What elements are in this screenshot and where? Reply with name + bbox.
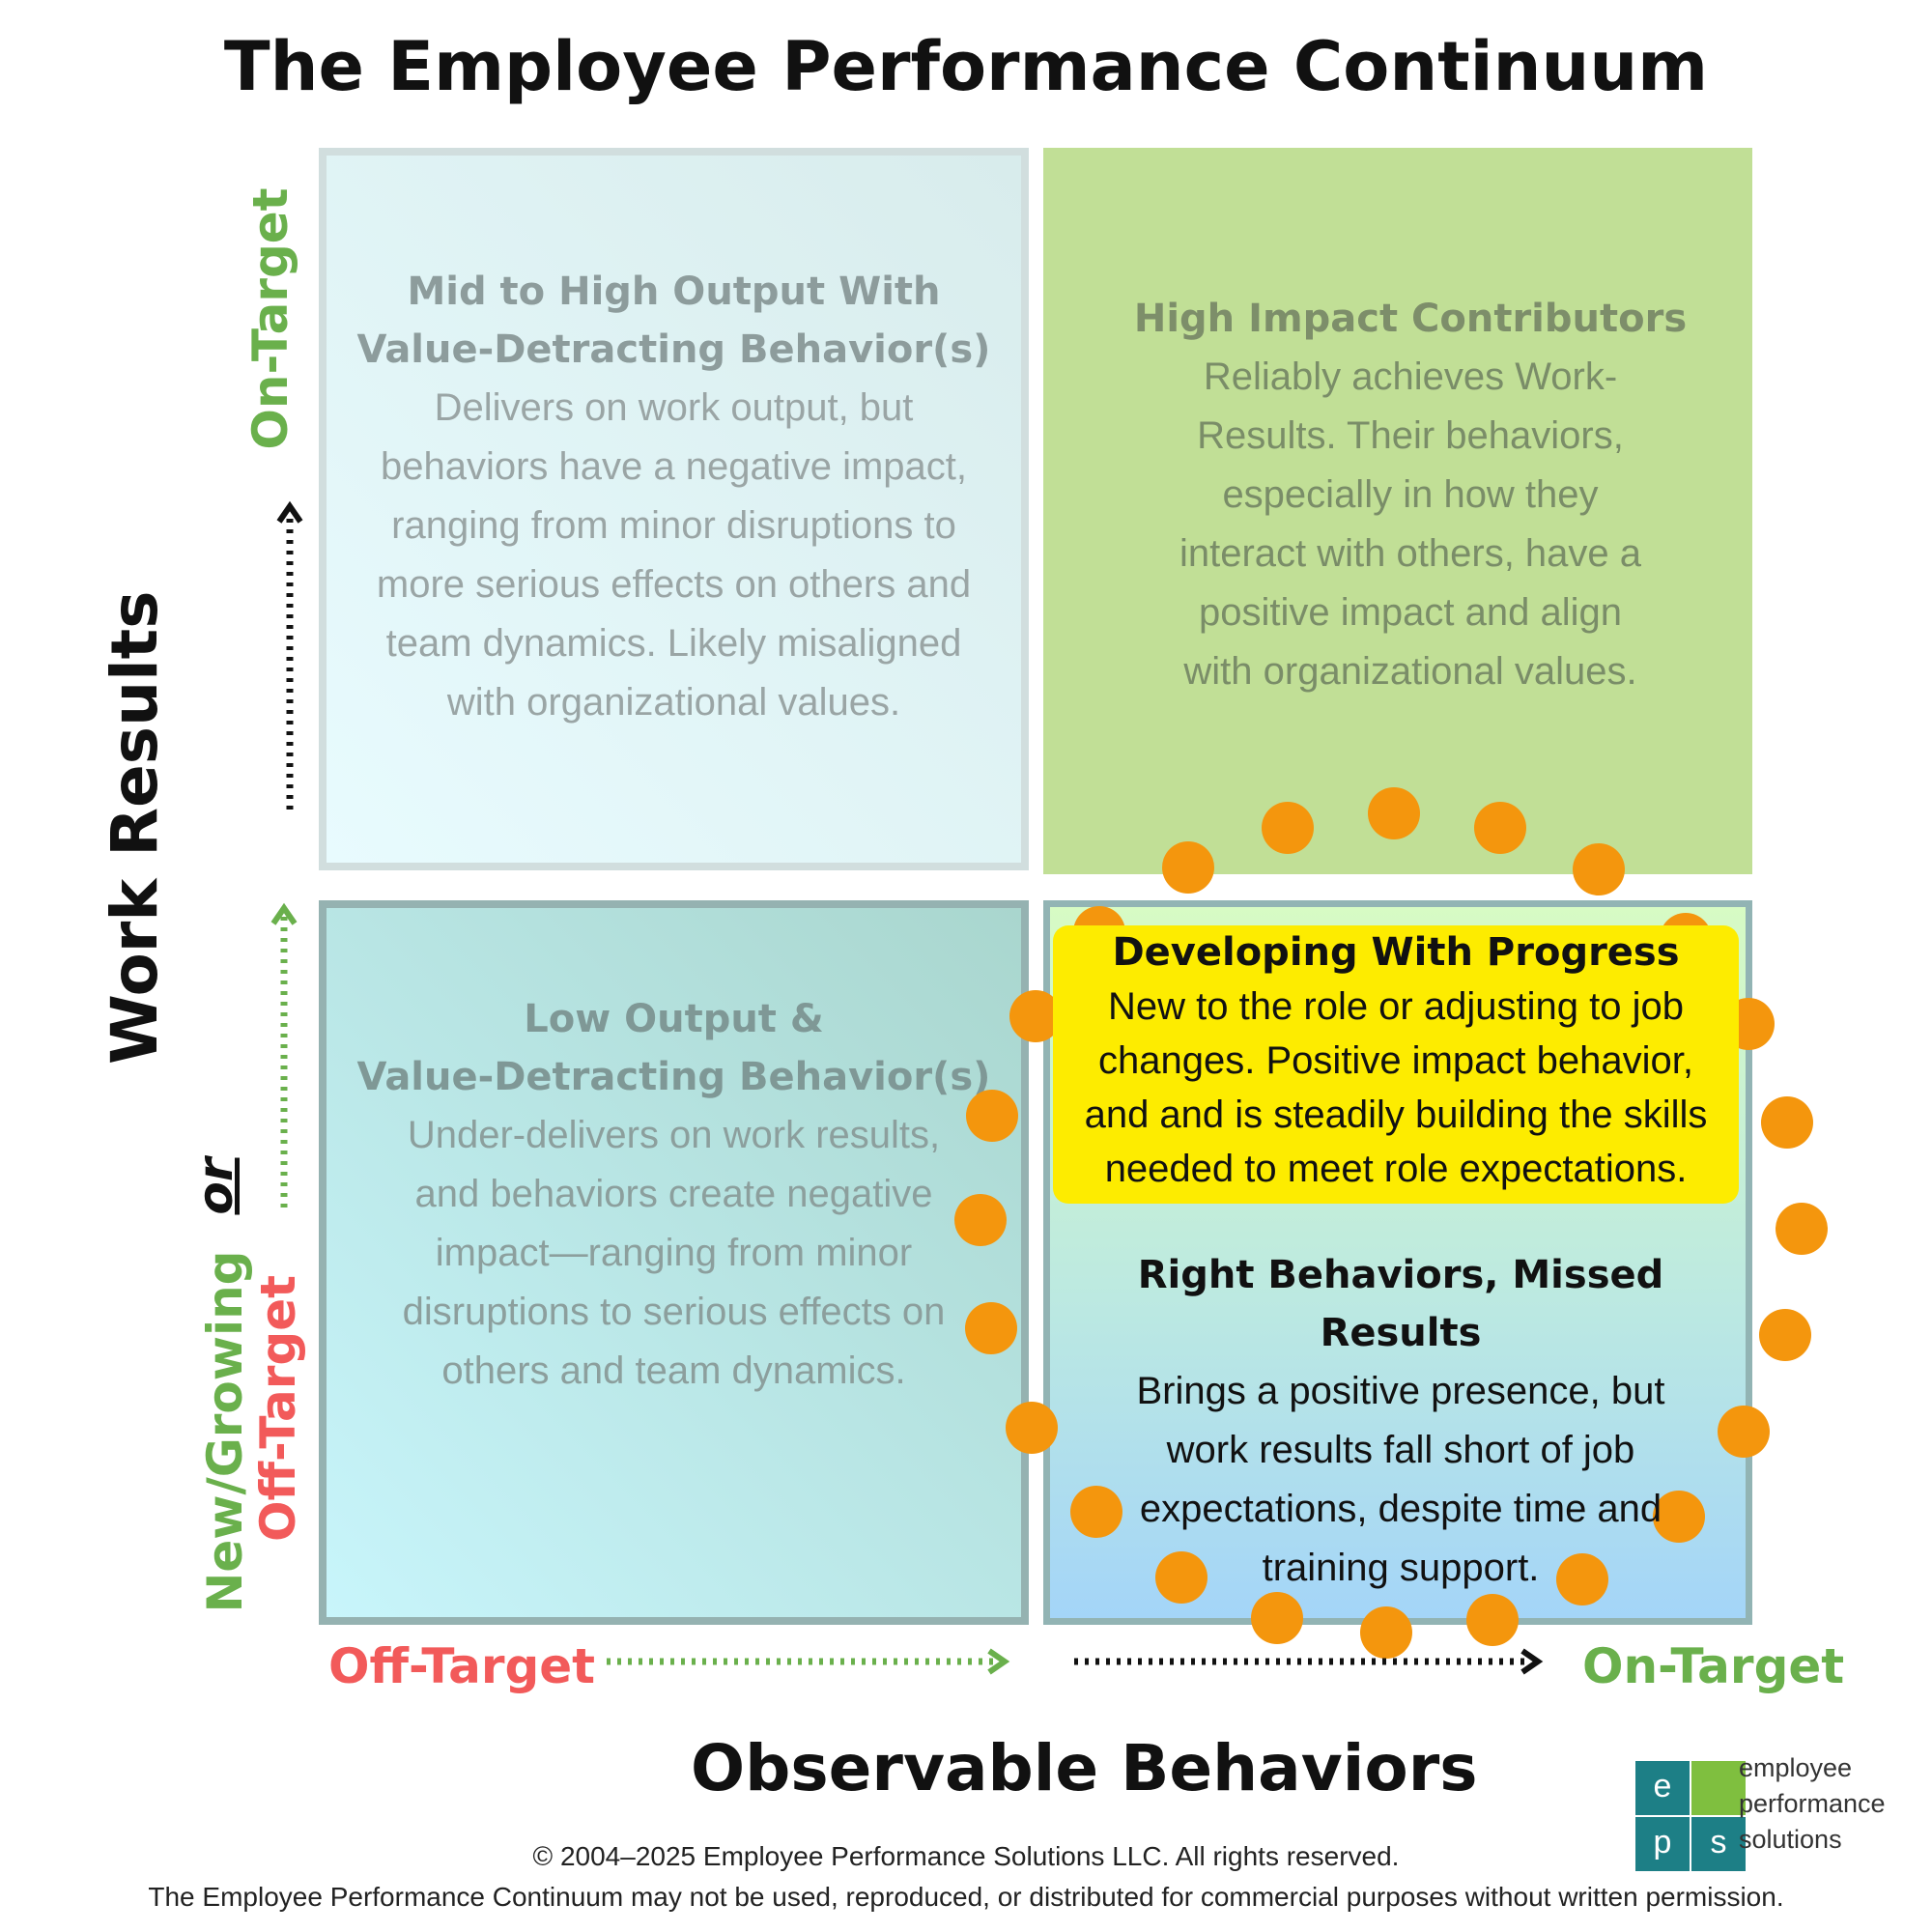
developing-with-progress-text: Developing With Progress New to the role… <box>1053 925 1739 1196</box>
quadrant-heading: Developing With Progress <box>1112 930 1680 975</box>
logo-text-line: solutions <box>1739 1825 1842 1854</box>
logo-cell-p: p <box>1635 1817 1690 1871</box>
quadrant-body-line: others and team dynamics. <box>441 1350 906 1392</box>
quadrant-body-line: especially in how they <box>1222 473 1599 516</box>
quadrant-body-line: Results. Their behaviors, <box>1197 414 1624 457</box>
progress-dot <box>1360 1606 1412 1659</box>
quadrant-body-line: and and is steadily building the skills <box>1084 1094 1708 1136</box>
quadrant-body-line: behaviors have a negative impact, <box>380 445 968 488</box>
y-arrow-green <box>270 902 298 1208</box>
quadrant-heading: Right Behaviors, Missed <box>1137 1253 1664 1297</box>
quadrant-heading: Value-Detracting Behavior(s) <box>356 327 991 372</box>
quadrant-body-line: New to the role or adjusting to job <box>1108 985 1684 1028</box>
quadrant-body-line: expectations, despite time and <box>1139 1488 1662 1530</box>
quadrant-body-line: Reliably achieves Work- <box>1203 355 1618 398</box>
progress-dot <box>1556 1553 1608 1605</box>
quadrant-heading: Mid to High Output With <box>407 270 941 314</box>
progress-dot <box>1718 1406 1770 1458</box>
x-axis-label: Observable Behaviors <box>691 1731 1478 1805</box>
footer-notice: The Employee Performance Continuum may n… <box>148 1882 1784 1912</box>
progress-dot <box>1155 1551 1208 1604</box>
progress-dot <box>1466 1594 1519 1646</box>
quadrant-body-line: more serious effects on others and <box>376 563 972 606</box>
quadrant-top-right-text: High Impact Contributors Reliably achiev… <box>1072 290 1748 701</box>
progress-dot <box>1776 1203 1828 1255</box>
quadrant-body-line: and behaviors create negative <box>414 1173 933 1215</box>
quadrant-bottom-left <box>319 900 1029 1625</box>
progress-dot <box>1653 1491 1705 1543</box>
x-axis-off-target: Off-Target <box>328 1638 596 1694</box>
quadrant-heading: Low Output & <box>524 997 824 1041</box>
page-title: The Employee Performance Continuum <box>223 27 1709 106</box>
progress-dot <box>1474 802 1526 854</box>
quadrant-body-line: positive impact and align <box>1198 591 1623 634</box>
logo-cell-e: e <box>1635 1761 1690 1815</box>
quadrant-body-line: with organizational values. <box>446 681 901 724</box>
logo-text-line: performance <box>1739 1789 1886 1818</box>
progress-dot <box>954 1194 1007 1246</box>
quadrant-body-line: impact—ranging from minor <box>435 1232 913 1274</box>
progress-dot <box>1006 1402 1058 1454</box>
progress-dot <box>966 1090 1018 1142</box>
developing-highlight <box>1053 925 1739 1204</box>
x-arrow-black <box>1074 1648 1544 1675</box>
quadrant-heading: Value-Detracting Behavior(s) <box>356 1055 991 1099</box>
progress-dot <box>1262 802 1314 854</box>
x-arrow-green <box>607 1648 1010 1675</box>
right-behaviors-missed-results-text: Right Behaviors, Missed Results Brings a… <box>1063 1246 1739 1598</box>
quadrant-body-line: with organizational values. <box>1183 650 1637 693</box>
logo-cell-s: s <box>1691 1817 1746 1871</box>
quadrant-body-line: ranging from minor disruptions to <box>391 504 956 547</box>
quadrant-top-left-text: Mid to High Output With Value-Detracting… <box>328 263 1019 732</box>
progress-dot <box>1573 843 1625 895</box>
quadrant-heading: High Impact Contributors <box>1133 297 1688 341</box>
quadrant-body-line: Brings a positive presence, but <box>1136 1370 1665 1412</box>
progress-dot <box>965 1302 1017 1354</box>
progress-dot <box>1162 841 1214 894</box>
quadrant-bottom-left-text: Low Output & Value-Detracting Behavior(s… <box>328 990 1019 1401</box>
logo-cell-green <box>1691 1761 1746 1815</box>
logo-text: employee performance solutions <box>1739 1750 1886 1858</box>
quadrant-top-left <box>319 148 1029 870</box>
progress-dot <box>1368 787 1420 839</box>
progress-dot <box>1251 1592 1303 1644</box>
footer-copyright: © 2004–2025 Employee Performance Solutio… <box>532 1841 1400 1871</box>
quadrant-body-line: Under-delivers on work results, <box>407 1114 941 1156</box>
quadrant-body-line: work results fall short of job <box>1166 1429 1635 1471</box>
x-axis-on-target: On-Target <box>1582 1638 1845 1694</box>
quadrant-body-line: disruptions to serious effects on <box>402 1291 946 1333</box>
quadrant-top-right <box>1043 148 1752 874</box>
logo-text-line: employee <box>1739 1753 1853 1782</box>
progress-dot <box>1759 1309 1811 1361</box>
quadrant-body-line: Delivers on work output, but <box>434 386 914 429</box>
quadrant-body-line: needed to meet role expectations. <box>1104 1148 1688 1190</box>
quadrant-body-line: changes. Positive impact behavior, <box>1098 1039 1693 1082</box>
y-arrow-black <box>276 500 303 810</box>
quadrant-heading: Results <box>1320 1311 1482 1355</box>
quadrant-body-line: team dynamics. Likely misaligned <box>385 622 962 665</box>
progress-dot <box>1761 1096 1813 1149</box>
progress-dot <box>1070 1486 1122 1538</box>
quadrant-body-line: training support. <box>1262 1547 1540 1589</box>
quadrant-body-line: interact with others, have a <box>1179 532 1642 575</box>
